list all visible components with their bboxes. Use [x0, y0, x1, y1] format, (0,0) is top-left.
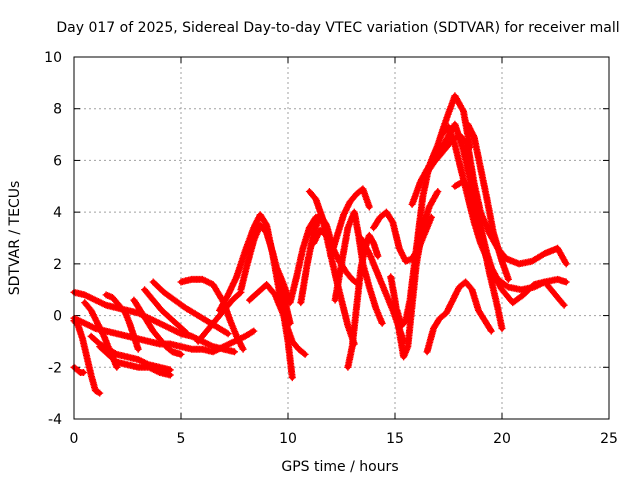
plus-markers: [130, 296, 185, 358]
series-arc32: [464, 120, 512, 283]
series-arc33: [423, 278, 495, 356]
plus-markers: [451, 177, 568, 309]
x-axis-label: GPS time / hours: [281, 459, 398, 475]
plus-markers: [464, 120, 512, 283]
series-arc2: [70, 363, 88, 376]
series-arc9: [130, 296, 185, 358]
plot-frame: [73, 56, 610, 420]
chart-title: Day 017 of 2025, Sidereal Day-to-day VTE…: [56, 20, 619, 36]
series-arc10: [141, 286, 191, 338]
y-tick-label: 8: [53, 102, 62, 118]
series-arc27: [393, 92, 474, 330]
y-tick-label: 0: [53, 309, 62, 325]
series-arc17: [273, 213, 320, 307]
plus-markers: [273, 213, 320, 307]
series-arc11: [149, 278, 232, 338]
y-axis-label: SDTVAR / TECUs: [7, 181, 23, 296]
y-tick-label: -4: [48, 412, 62, 428]
series-arc16: [246, 281, 296, 382]
y-tick-label: 6: [53, 153, 62, 169]
y-tick-label: 2: [53, 257, 62, 273]
x-tick-label: 25: [600, 431, 618, 447]
x-tick-label: 10: [279, 431, 297, 447]
y-tick-label: -2: [48, 360, 62, 376]
plus-markers: [194, 288, 245, 345]
series-arc7: [96, 343, 174, 379]
plus-markers: [327, 185, 373, 260]
plus-markers: [96, 343, 174, 379]
x-tick-label: 15: [386, 431, 404, 447]
plus-markers: [102, 291, 142, 353]
x-tick-label: 0: [70, 431, 79, 447]
tick-labels: 0 5 10 15 20 25 -4 -2 0 2 4 6 8 10: [44, 50, 618, 447]
plus-markers: [141, 286, 191, 338]
series-arc22: [331, 208, 386, 327]
y-tick-label: 4: [53, 205, 62, 221]
x-tick-label: 5: [177, 431, 186, 447]
series-arc21: [327, 185, 373, 260]
series-arc8: [102, 291, 142, 353]
data-layer: [70, 92, 570, 397]
y-tick-label: 10: [44, 50, 62, 66]
x-tick-label: 20: [493, 431, 511, 447]
plus-markers: [423, 278, 495, 356]
series-arc13: [194, 288, 245, 345]
series-arc31: [451, 177, 568, 309]
plus-markers: [246, 281, 296, 382]
